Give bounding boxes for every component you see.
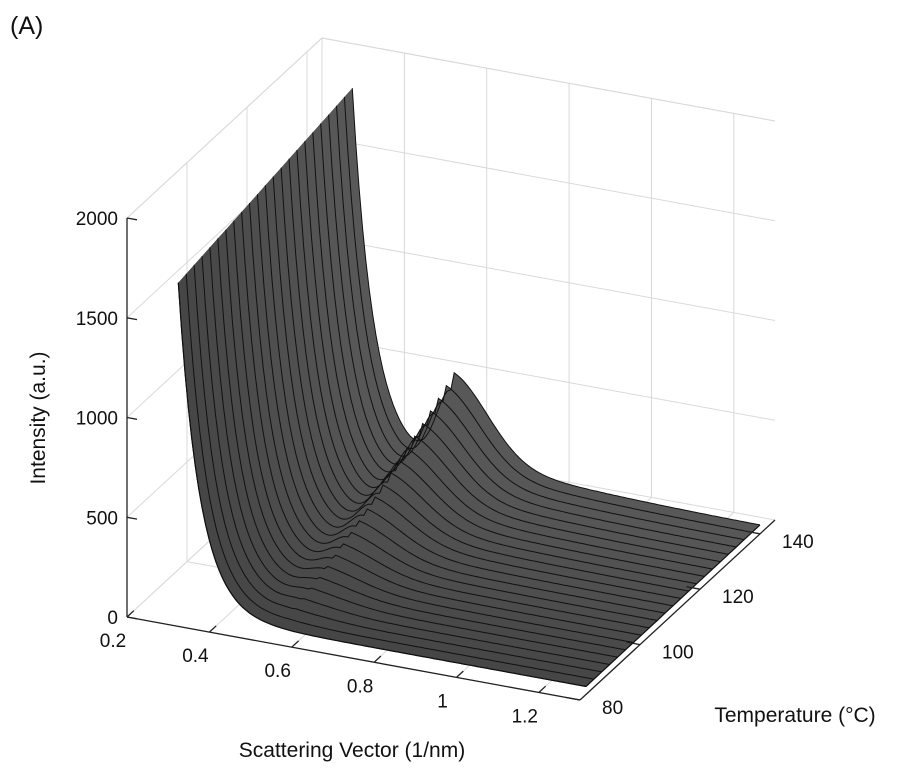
z-tick bbox=[126, 616, 138, 620]
surface-edge bbox=[177, 282, 587, 688]
temperature-line bbox=[249, 202, 658, 621]
y-axis-label: Temperature (°C) bbox=[714, 704, 875, 727]
x-tick bbox=[126, 610, 135, 618]
temperature-line bbox=[256, 194, 666, 614]
temperature-line bbox=[241, 211, 650, 629]
temperature-line bbox=[264, 185, 674, 607]
surface-strip bbox=[281, 158, 697, 592]
panel-label: (A) bbox=[10, 12, 44, 40]
temperature-line bbox=[217, 238, 626, 651]
z-tick bbox=[126, 416, 138, 420]
x-tick bbox=[538, 685, 547, 693]
z-tick-label: 1000 bbox=[76, 409, 118, 430]
temperature-line bbox=[201, 256, 610, 665]
z-tick bbox=[126, 516, 138, 520]
x-tick bbox=[291, 640, 300, 648]
temperature-line bbox=[312, 132, 721, 563]
temperature-line bbox=[296, 149, 705, 577]
x-tick bbox=[208, 625, 217, 633]
temperature-line bbox=[233, 220, 642, 636]
grid-line bbox=[321, 237, 776, 321]
temperature-line bbox=[280, 167, 689, 592]
temperature-line bbox=[304, 141, 713, 570]
y-tick-label: 120 bbox=[722, 587, 754, 608]
x-tick bbox=[373, 655, 382, 663]
temperature-line bbox=[272, 176, 681, 599]
y-axis-line bbox=[579, 519, 776, 701]
x-axis-label: Scattering Vector (1/nm) bbox=[239, 739, 465, 762]
y-tick bbox=[686, 586, 701, 590]
temperature-line bbox=[225, 229, 634, 643]
x-tick-label: 0.8 bbox=[347, 676, 373, 697]
y-tick-label: 140 bbox=[782, 532, 814, 553]
temperature-line bbox=[209, 247, 618, 658]
x-tick bbox=[456, 670, 464, 678]
x-tick-label: 1.2 bbox=[512, 707, 538, 728]
temperature-line bbox=[320, 123, 729, 555]
x-tick-label: 0.4 bbox=[182, 646, 209, 667]
grid-line bbox=[321, 336, 776, 421]
z-tick-label: 0 bbox=[107, 608, 118, 629]
y-tick-label: 100 bbox=[662, 643, 694, 664]
temperature-line bbox=[193, 264, 602, 673]
grid-line bbox=[321, 137, 776, 222]
x-tick-label: 0.6 bbox=[264, 661, 290, 682]
z-tick-label: 500 bbox=[86, 508, 118, 529]
temperature-line bbox=[185, 273, 595, 680]
temperature-line bbox=[288, 158, 697, 585]
z-axis-label: Intensity (a.u.) bbox=[27, 351, 50, 484]
y-tick bbox=[626, 641, 641, 646]
temperature-line bbox=[343, 96, 753, 533]
x-axis-line bbox=[126, 616, 581, 701]
grid-line bbox=[321, 37, 776, 122]
y-tick-label: 80 bbox=[602, 698, 623, 719]
y-tick bbox=[746, 530, 761, 535]
grid-line bbox=[126, 37, 323, 219]
z-tick bbox=[126, 317, 138, 321]
labels-layer: 0.2 0.4 0.6 0.8 1 1.2 80 100 120 140 0 500 1000 1500 2… bbox=[27, 209, 876, 762]
z-tick-label: 1500 bbox=[76, 309, 118, 330]
y-tick bbox=[566, 696, 581, 701]
axes-layer bbox=[126, 217, 776, 701]
x-tick-label: 0.2 bbox=[100, 631, 126, 652]
surface-edge bbox=[585, 524, 761, 687]
surface-layer bbox=[177, 88, 761, 688]
z-tick bbox=[126, 217, 138, 221]
z-tick-label: 2000 bbox=[76, 209, 118, 230]
x-tick-label: 1 bbox=[437, 691, 448, 712]
